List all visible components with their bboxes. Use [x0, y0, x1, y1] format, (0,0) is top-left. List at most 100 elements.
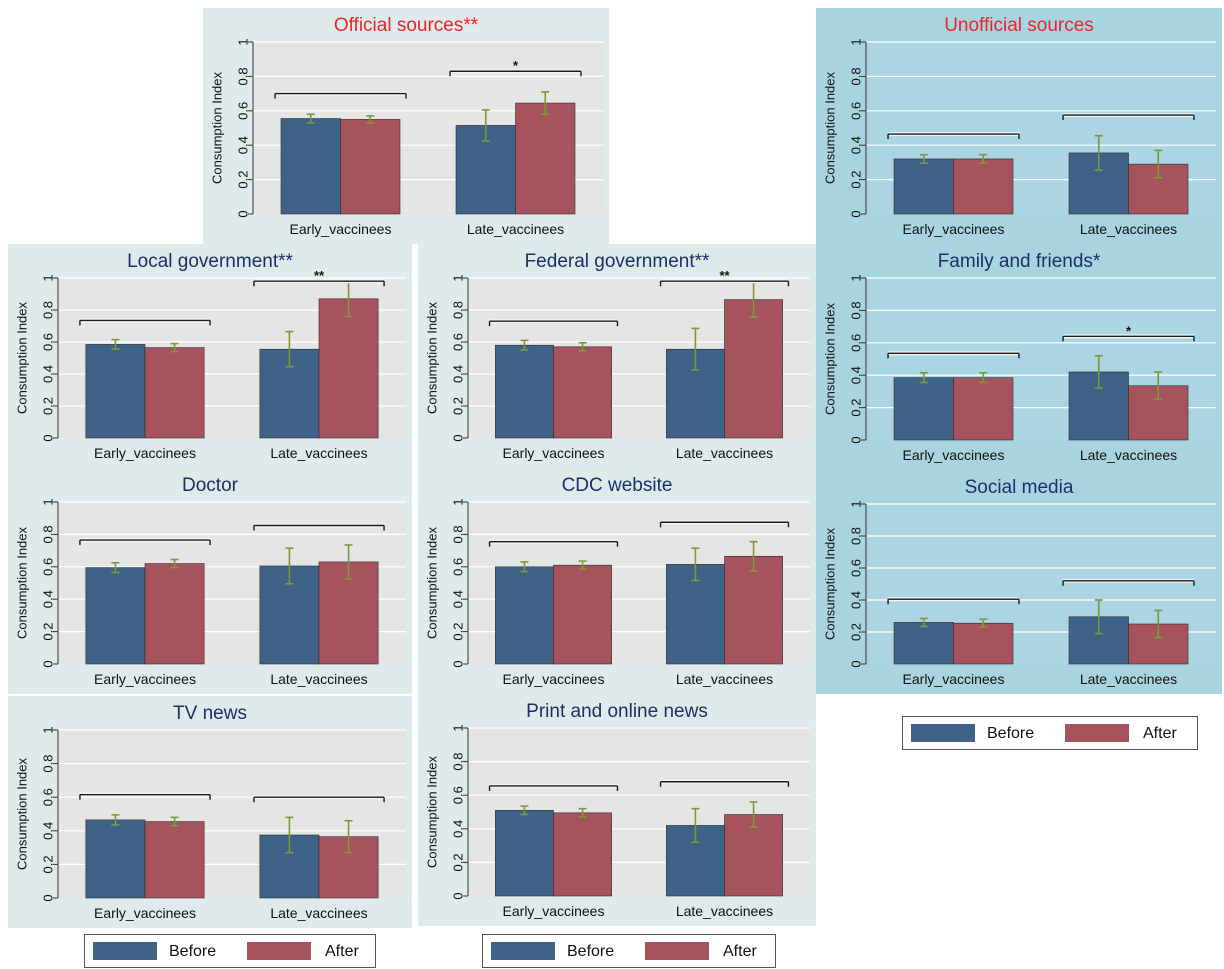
chart-title: CDC website — [562, 475, 673, 496]
y-tick-label: 0.8 — [849, 301, 864, 319]
bar-after-0 — [953, 158, 1014, 215]
y-tick-label: 1 — [236, 38, 251, 45]
bar-after-0 — [553, 564, 612, 665]
chart-title: Print and online news — [526, 701, 708, 722]
x-tick-label: Late_vaccinees — [1080, 671, 1177, 687]
bar-before-0 — [85, 344, 146, 439]
legend-label-after: After — [325, 943, 359, 960]
bar-after-0 — [144, 563, 205, 665]
y-tick-label: 0.4 — [451, 365, 466, 383]
chart-title: Family and friends* — [938, 251, 1101, 272]
y-tick-label: 0.6 — [41, 333, 56, 351]
significance-bracket — [274, 91, 407, 99]
legend-swatch-before — [93, 942, 157, 960]
bar-after-0 — [553, 812, 612, 897]
y-tick-label: 1 — [41, 726, 56, 733]
legend-swatch-before — [491, 942, 555, 960]
significance-bracket — [79, 318, 211, 326]
legend-middle: Before After — [482, 934, 776, 968]
y-tick-label: 1 — [41, 274, 56, 281]
bar-after-0 — [144, 347, 205, 439]
y-axis-label: Consumption Index — [15, 301, 30, 414]
y-tick-label: 1 — [451, 498, 466, 505]
legend-svg: Before After — [93, 942, 359, 960]
y-tick-label: 0.4 — [41, 590, 56, 608]
y-tick-label: 0.6 — [849, 102, 864, 120]
chart-title: TV news — [173, 703, 247, 724]
y-tick-label: 0.6 — [451, 786, 466, 804]
legend-swatch-after — [1065, 724, 1129, 742]
x-tick-label: Early_vaccinees — [903, 221, 1005, 237]
legend-label-before: Before — [567, 943, 614, 960]
bar-before-0 — [893, 622, 954, 665]
significance-bracket — [1062, 113, 1195, 121]
panel-print-and-online-news: Print and online news 0 0.2 0.4 0.6 0.8 1 Consu… — [418, 694, 816, 926]
x-tick-label: Early_vaccinees — [503, 903, 605, 919]
bar-before-0 — [495, 566, 554, 665]
y-tick-label: 0.4 — [849, 136, 864, 154]
x-tick-label: Late_vaccinees — [270, 671, 367, 687]
y-tick-label: 0.6 — [849, 334, 864, 352]
x-tick-label: Late_vaccinees — [676, 903, 773, 919]
y-axis-label: Consumption Index — [823, 527, 838, 640]
bar-after-0 — [953, 622, 1014, 665]
y-tick-label: 1 — [451, 724, 466, 731]
significance-bracket — [253, 795, 385, 803]
significance-bracket — [79, 792, 211, 800]
y-tick-label: 1 — [849, 500, 864, 507]
significance-bracket: * — [1062, 323, 1195, 342]
chart-svg: Local government** 0 0.2 0.4 0.6 0.8 1 Consumpt… — [15, 251, 406, 461]
y-tick-label: 0.8 — [41, 525, 56, 543]
x-tick-label: Late_vaccinees — [1080, 221, 1177, 237]
legend-svg: Before After — [911, 724, 1177, 742]
y-tick-label: 0 — [849, 210, 864, 217]
y-tick-label: 0.6 — [451, 333, 466, 351]
bar-after-0 — [340, 119, 401, 215]
y-axis-label: Consumption Index — [823, 71, 838, 184]
chart-svg: TV news 0 0.2 0.4 0.6 0.8 1 Consumption Index Ea… — [15, 703, 406, 921]
legend-label-after: After — [723, 943, 757, 960]
y-tick-label: 0 — [41, 894, 56, 901]
legend-label-before: Before — [987, 725, 1034, 742]
significance-label: * — [1126, 323, 1132, 338]
y-tick-label: 0.8 — [451, 301, 466, 319]
chart-title: Federal government** — [525, 251, 710, 272]
bar-before-0 — [893, 158, 954, 215]
legend-swatch-before — [911, 724, 975, 742]
bar-before-0 — [893, 377, 954, 441]
x-tick-label: Late_vaccinees — [270, 905, 367, 921]
y-tick-label: 0.2 — [41, 855, 56, 873]
significance-bracket — [659, 779, 790, 787]
bar-after-0 — [553, 346, 612, 439]
significance-label: ** — [314, 268, 325, 283]
y-tick-label: 1 — [41, 498, 56, 505]
chart-svg: CDC website 0 0.2 0.4 0.6 0.8 1 Consumption Ind… — [425, 475, 810, 687]
y-tick-label: 0 — [41, 660, 56, 667]
significance-bracket — [253, 523, 385, 531]
y-tick-label: 0.4 — [236, 136, 251, 154]
significance-bracket — [488, 319, 619, 327]
panel-social-media: Social media 0 0.2 0.4 0.6 0.8 1 Consumption In… — [816, 470, 1222, 694]
chart-svg: Print and online news 0 0.2 0.4 0.6 0.8 1 Consu… — [425, 701, 810, 919]
y-tick-label: 0.8 — [41, 301, 56, 319]
panel-family-and-friends: Family and friends* 0 0.2 0.4 0.6 0.8 1 Consump… — [816, 244, 1222, 470]
y-tick-label: 0.2 — [849, 623, 864, 641]
bar-after-1 — [515, 102, 576, 215]
y-axis-label: Consumption Index — [425, 755, 440, 868]
x-tick-label: Early_vaccinees — [503, 445, 605, 461]
y-tick-label: 0.2 — [849, 399, 864, 417]
significance-label: * — [513, 58, 519, 73]
x-tick-label: Early_vaccinees — [94, 905, 196, 921]
chart-svg: Official sources** 0 0.2 0.4 0.6 0.8 1 Consumpt… — [210, 15, 603, 237]
y-axis-label: Consumption Index — [210, 71, 225, 184]
significance-bracket — [1062, 578, 1195, 586]
y-axis-label: Consumption Index — [425, 526, 440, 639]
y-tick-label: 0.6 — [236, 102, 251, 120]
chart-svg: Family and friends* 0 0.2 0.4 0.6 0.8 1 Consump… — [823, 251, 1216, 463]
significance-bracket — [488, 539, 619, 547]
bar-after-0 — [144, 821, 205, 899]
y-tick-label: 0.4 — [451, 820, 466, 838]
y-tick-label: 0.4 — [849, 366, 864, 384]
x-tick-label: Early_vaccinees — [94, 445, 196, 461]
y-tick-label: 0.8 — [451, 525, 466, 543]
